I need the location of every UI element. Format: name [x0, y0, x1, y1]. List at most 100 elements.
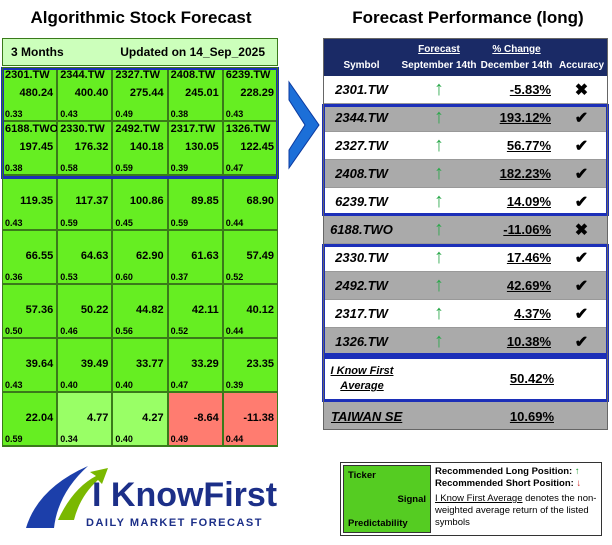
benchmark-label: TAIWAN SE [331, 409, 403, 424]
legend-cell: Ticker Signal Predictability [343, 465, 431, 533]
predictability: 0.43 [225, 109, 244, 120]
predictability: 0.52 [225, 271, 244, 282]
period: 3 Months [11, 45, 64, 59]
signal: 33.29 [191, 358, 219, 370]
legend-average-note: denotes the non-weighted average return … [435, 493, 597, 528]
change: -11.06% [478, 216, 555, 244]
signal: 39.64 [25, 358, 54, 370]
predictability: 0.58 [60, 163, 78, 174]
signal: 62.90 [136, 249, 164, 262]
signal: 140.18 [129, 141, 164, 154]
grid-cell: 23.35 0.39 [222, 338, 278, 393]
signal: 122.45 [240, 141, 274, 154]
grid-cell: 42.11 0.52 [167, 283, 223, 338]
predictability: 0.40 [60, 380, 78, 391]
signal: -11.38 [243, 412, 274, 425]
predictability: 0.43 [5, 380, 23, 391]
predictability: 0.38 [170, 109, 189, 120]
table-row: 2317.TW ↑ 4.37% ✔ [323, 300, 608, 328]
header-forecast-date: September 14th [401, 60, 477, 71]
change: 193.12% [478, 104, 555, 132]
change: 182.23% [478, 160, 555, 188]
grid-cell: 57.36 0.50 [2, 283, 58, 338]
grid-cell: 6239.TW 228.29 0.43 [222, 67, 278, 122]
predictability: 0.36 [5, 271, 23, 282]
signal: 130.05 [185, 141, 219, 154]
grid-cell: 100.86 0.45 [112, 175, 168, 230]
signal: 228.29 [240, 87, 274, 99]
signal: 22.04 [25, 412, 54, 425]
predictability: 0.60 [115, 271, 133, 282]
predictability: 0.39 [170, 163, 189, 174]
predictability: 0.45 [115, 217, 133, 228]
ticker: 1326.TW [225, 123, 271, 136]
accuracy: ✔ [555, 160, 608, 188]
signal: 33.77 [136, 358, 164, 370]
grid-cell: 62.90 0.60 [112, 229, 168, 284]
signal: 245.01 [185, 87, 219, 99]
accuracy: ✔ [555, 272, 608, 300]
grid-cell: 2317.TW 130.05 0.39 [167, 121, 223, 176]
legend-predictability: Predictability [348, 518, 408, 529]
grid-cell: 89.85 0.59 [167, 175, 223, 230]
forecast-signal: ↑ [400, 132, 478, 160]
predictability: 0.59 [60, 217, 78, 228]
symbol: 2330.TW [323, 244, 400, 272]
table-row: 6188.TWO ↑ -11.06% ✖ [323, 216, 608, 244]
predictability: 0.34 [60, 434, 78, 445]
signal: 42.11 [191, 303, 219, 316]
table-row: 2327.TW ↑ 56.77% ✔ [323, 132, 608, 160]
predictability: 0.52 [170, 325, 189, 336]
ticker: 2327.TW [115, 69, 161, 81]
predictability: 0.59 [5, 434, 23, 445]
grid-cell: -11.38 0.44 [222, 392, 278, 447]
predictability: 0.53 [60, 271, 78, 282]
predictability: 0.40 [115, 434, 133, 445]
ticker: 6188.TWO [5, 123, 59, 136]
average-row: I Know First Average 50.42% [323, 358, 608, 400]
predictability: 0.49 [115, 109, 133, 120]
grid-cell: -8.64 0.49 [167, 392, 223, 447]
legend-long-text: Recommended Long Position: [435, 466, 573, 477]
arrow [288, 80, 320, 170]
signal: -8.64 [193, 412, 219, 425]
accuracy: ✔ [555, 132, 608, 160]
signal: 480.24 [19, 87, 54, 99]
forecast-signal: ↑ [400, 244, 478, 272]
grid-cell: 117.37 0.59 [57, 175, 113, 230]
predictability: 0.38 [5, 163, 23, 174]
grid-cell: 68.90 0.44 [222, 175, 278, 230]
signal: 117.37 [75, 195, 109, 208]
predictability: 0.59 [115, 163, 133, 174]
predictability: 0.43 [60, 109, 78, 120]
header-change: % Change [492, 44, 541, 55]
legend-ticker: Ticker [348, 470, 376, 481]
change: 56.77% [478, 132, 555, 160]
grid-cell: 64.63 0.53 [57, 229, 113, 284]
signal: 50.22 [80, 303, 109, 316]
benchmark-change: 10.69% [509, 409, 554, 424]
signal: 66.55 [25, 249, 54, 262]
signal: 61.63 [191, 249, 219, 262]
predictability: 0.43 [5, 217, 23, 228]
accuracy: ✔ [555, 104, 608, 132]
grid-cell: 57.49 0.52 [222, 229, 278, 284]
ticker: 2317.TW [170, 123, 216, 136]
grid-cell: 2492.TW 140.18 0.59 [112, 121, 168, 176]
forecast-signal: ↑ [400, 104, 478, 132]
signal: 176.32 [74, 141, 109, 154]
grid-border [2, 67, 278, 447]
forecast-signal: ↑ [400, 300, 478, 328]
predictability: 0.47 [225, 163, 244, 174]
table-row: 2301.TW ↑ -5.83% ✖ [323, 76, 608, 104]
change: -5.83% [478, 76, 555, 104]
accuracy: ✔ [555, 300, 608, 328]
grid-cell: 44.82 0.56 [112, 283, 168, 338]
logo: I KnowFirst DAILY MARKET FORECAST [26, 466, 277, 529]
predictability: 0.39 [225, 380, 244, 391]
legend-average-name: I Know First Average [435, 493, 523, 504]
benchmark-row: TAIWAN SE 10.69% [323, 402, 608, 430]
table-row: 6239.TW ↑ 14.09% ✔ [323, 188, 608, 216]
grid-cell: 4.27 0.40 [112, 392, 168, 447]
